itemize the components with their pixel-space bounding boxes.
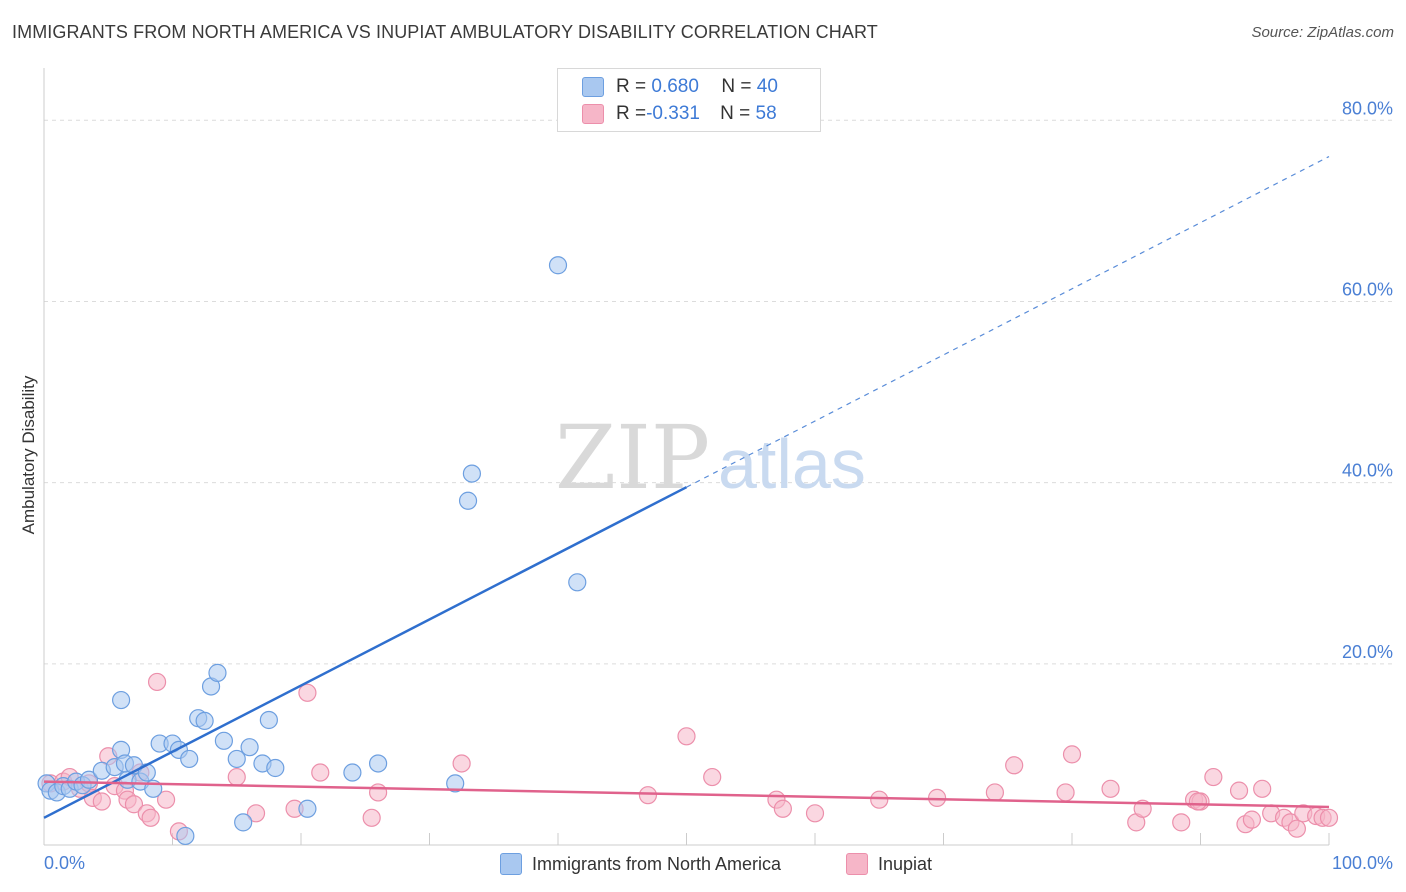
axes xyxy=(43,68,1330,846)
legend-n-label: N = xyxy=(720,103,751,124)
trend-lines xyxy=(43,155,1330,819)
trend-line-inupiat xyxy=(43,780,1330,809)
data-point xyxy=(638,786,658,805)
y-axis-label: Ambulatory Disability xyxy=(19,375,38,534)
trend-line-immigrants-extension xyxy=(686,155,1330,488)
data-point xyxy=(568,573,587,592)
data-point xyxy=(985,783,1005,802)
data-point xyxy=(1229,781,1249,800)
watermark-zip: ZIP xyxy=(555,406,710,509)
data-point xyxy=(1204,767,1223,787)
data-point xyxy=(462,464,482,483)
watermark-atlas: atlas xyxy=(718,425,866,503)
data-point xyxy=(1287,819,1306,838)
legend-swatch-blue xyxy=(500,853,522,875)
x-tick-max: 100.0% xyxy=(1332,853,1393,873)
legend-r-value: 0.680 xyxy=(651,76,699,97)
data-point xyxy=(240,738,259,757)
chart-title: IMMIGRANTS FROM NORTH AMERICA VS INUPIAT… xyxy=(12,22,878,42)
data-point xyxy=(773,799,792,818)
data-point xyxy=(311,763,330,782)
y-tick-label: 60.0% xyxy=(1342,279,1393,299)
y-tick-labels: 20.0% 40.0% 60.0% 80.0% xyxy=(1342,98,1393,662)
data-point xyxy=(180,749,199,769)
data-point xyxy=(870,790,889,809)
data-point xyxy=(703,767,722,787)
data-point xyxy=(1056,783,1075,802)
data-point xyxy=(362,808,381,827)
data-point xyxy=(266,758,285,778)
legend-item-immigrants: Immigrants from North America xyxy=(500,850,781,878)
legend-row-inupiat: R = -0.331 N = 58 xyxy=(582,102,777,126)
source-label: Source: ZipAtlas.com xyxy=(1251,24,1394,41)
data-point xyxy=(147,672,167,692)
data-point xyxy=(1188,792,1208,811)
legend-label-immigrants: Immigrants from North America xyxy=(532,853,782,874)
legend-item-inupiat: Inupiat xyxy=(846,850,932,878)
legend-swatch-pink xyxy=(582,104,604,124)
legend-label-inupiat: Inupiat xyxy=(878,853,933,874)
data-point xyxy=(234,813,253,832)
legend-swatch-blue xyxy=(582,77,604,97)
data-point xyxy=(156,790,176,809)
y-tick-label: 20.0% xyxy=(1342,642,1393,662)
data-point xyxy=(259,710,278,730)
grid-lines xyxy=(44,119,1393,665)
data-point xyxy=(548,256,568,275)
data-point xyxy=(446,774,465,793)
data-point xyxy=(227,749,246,769)
y-tick-label: 80.0% xyxy=(1342,98,1393,118)
data-point xyxy=(141,808,160,827)
legend-n-value: 40 xyxy=(756,76,778,97)
data-point xyxy=(208,663,227,682)
data-point xyxy=(1172,813,1191,832)
data-point xyxy=(195,711,214,730)
data-point xyxy=(111,690,131,710)
legend-r-label: R = xyxy=(616,103,647,124)
data-point xyxy=(246,804,266,823)
x-tick-min: 0.0% xyxy=(44,853,85,873)
data-point xyxy=(452,754,471,773)
data-point xyxy=(79,770,99,789)
data-point xyxy=(805,804,825,823)
data-point xyxy=(298,799,317,818)
data-point xyxy=(227,767,246,787)
legend-r-label: R = xyxy=(616,76,647,97)
data-point xyxy=(214,731,233,750)
data-point xyxy=(677,727,696,746)
data-point xyxy=(1005,756,1024,775)
data-point xyxy=(1101,779,1120,798)
data-point xyxy=(1242,810,1262,829)
data-point xyxy=(458,491,478,510)
data-point xyxy=(1062,745,1082,764)
legend-n-label: N = xyxy=(721,76,752,97)
data-point xyxy=(176,826,195,846)
data-point xyxy=(369,783,388,802)
y-tick-label: 40.0% xyxy=(1342,461,1393,481)
watermark: ZIP atlas xyxy=(555,406,866,509)
legend-swatch-pink xyxy=(846,853,868,875)
data-point xyxy=(1253,779,1272,798)
data-point xyxy=(92,792,111,811)
legend-n-value: 58 xyxy=(755,103,777,124)
data-point xyxy=(1319,808,1339,827)
trend-line-immigrants xyxy=(43,486,688,819)
data-point xyxy=(343,763,362,782)
immigrants-points xyxy=(37,256,587,846)
data-point xyxy=(369,754,388,773)
data-point xyxy=(124,795,144,814)
legend-r-value: -0.331 xyxy=(646,103,700,124)
stats-legend: R = 0.680 N = 40 R = -0.331 N = 58 xyxy=(557,68,821,132)
legend-row-immigrants: R = 0.680 N = 40 xyxy=(582,75,778,99)
data-point xyxy=(298,683,317,702)
